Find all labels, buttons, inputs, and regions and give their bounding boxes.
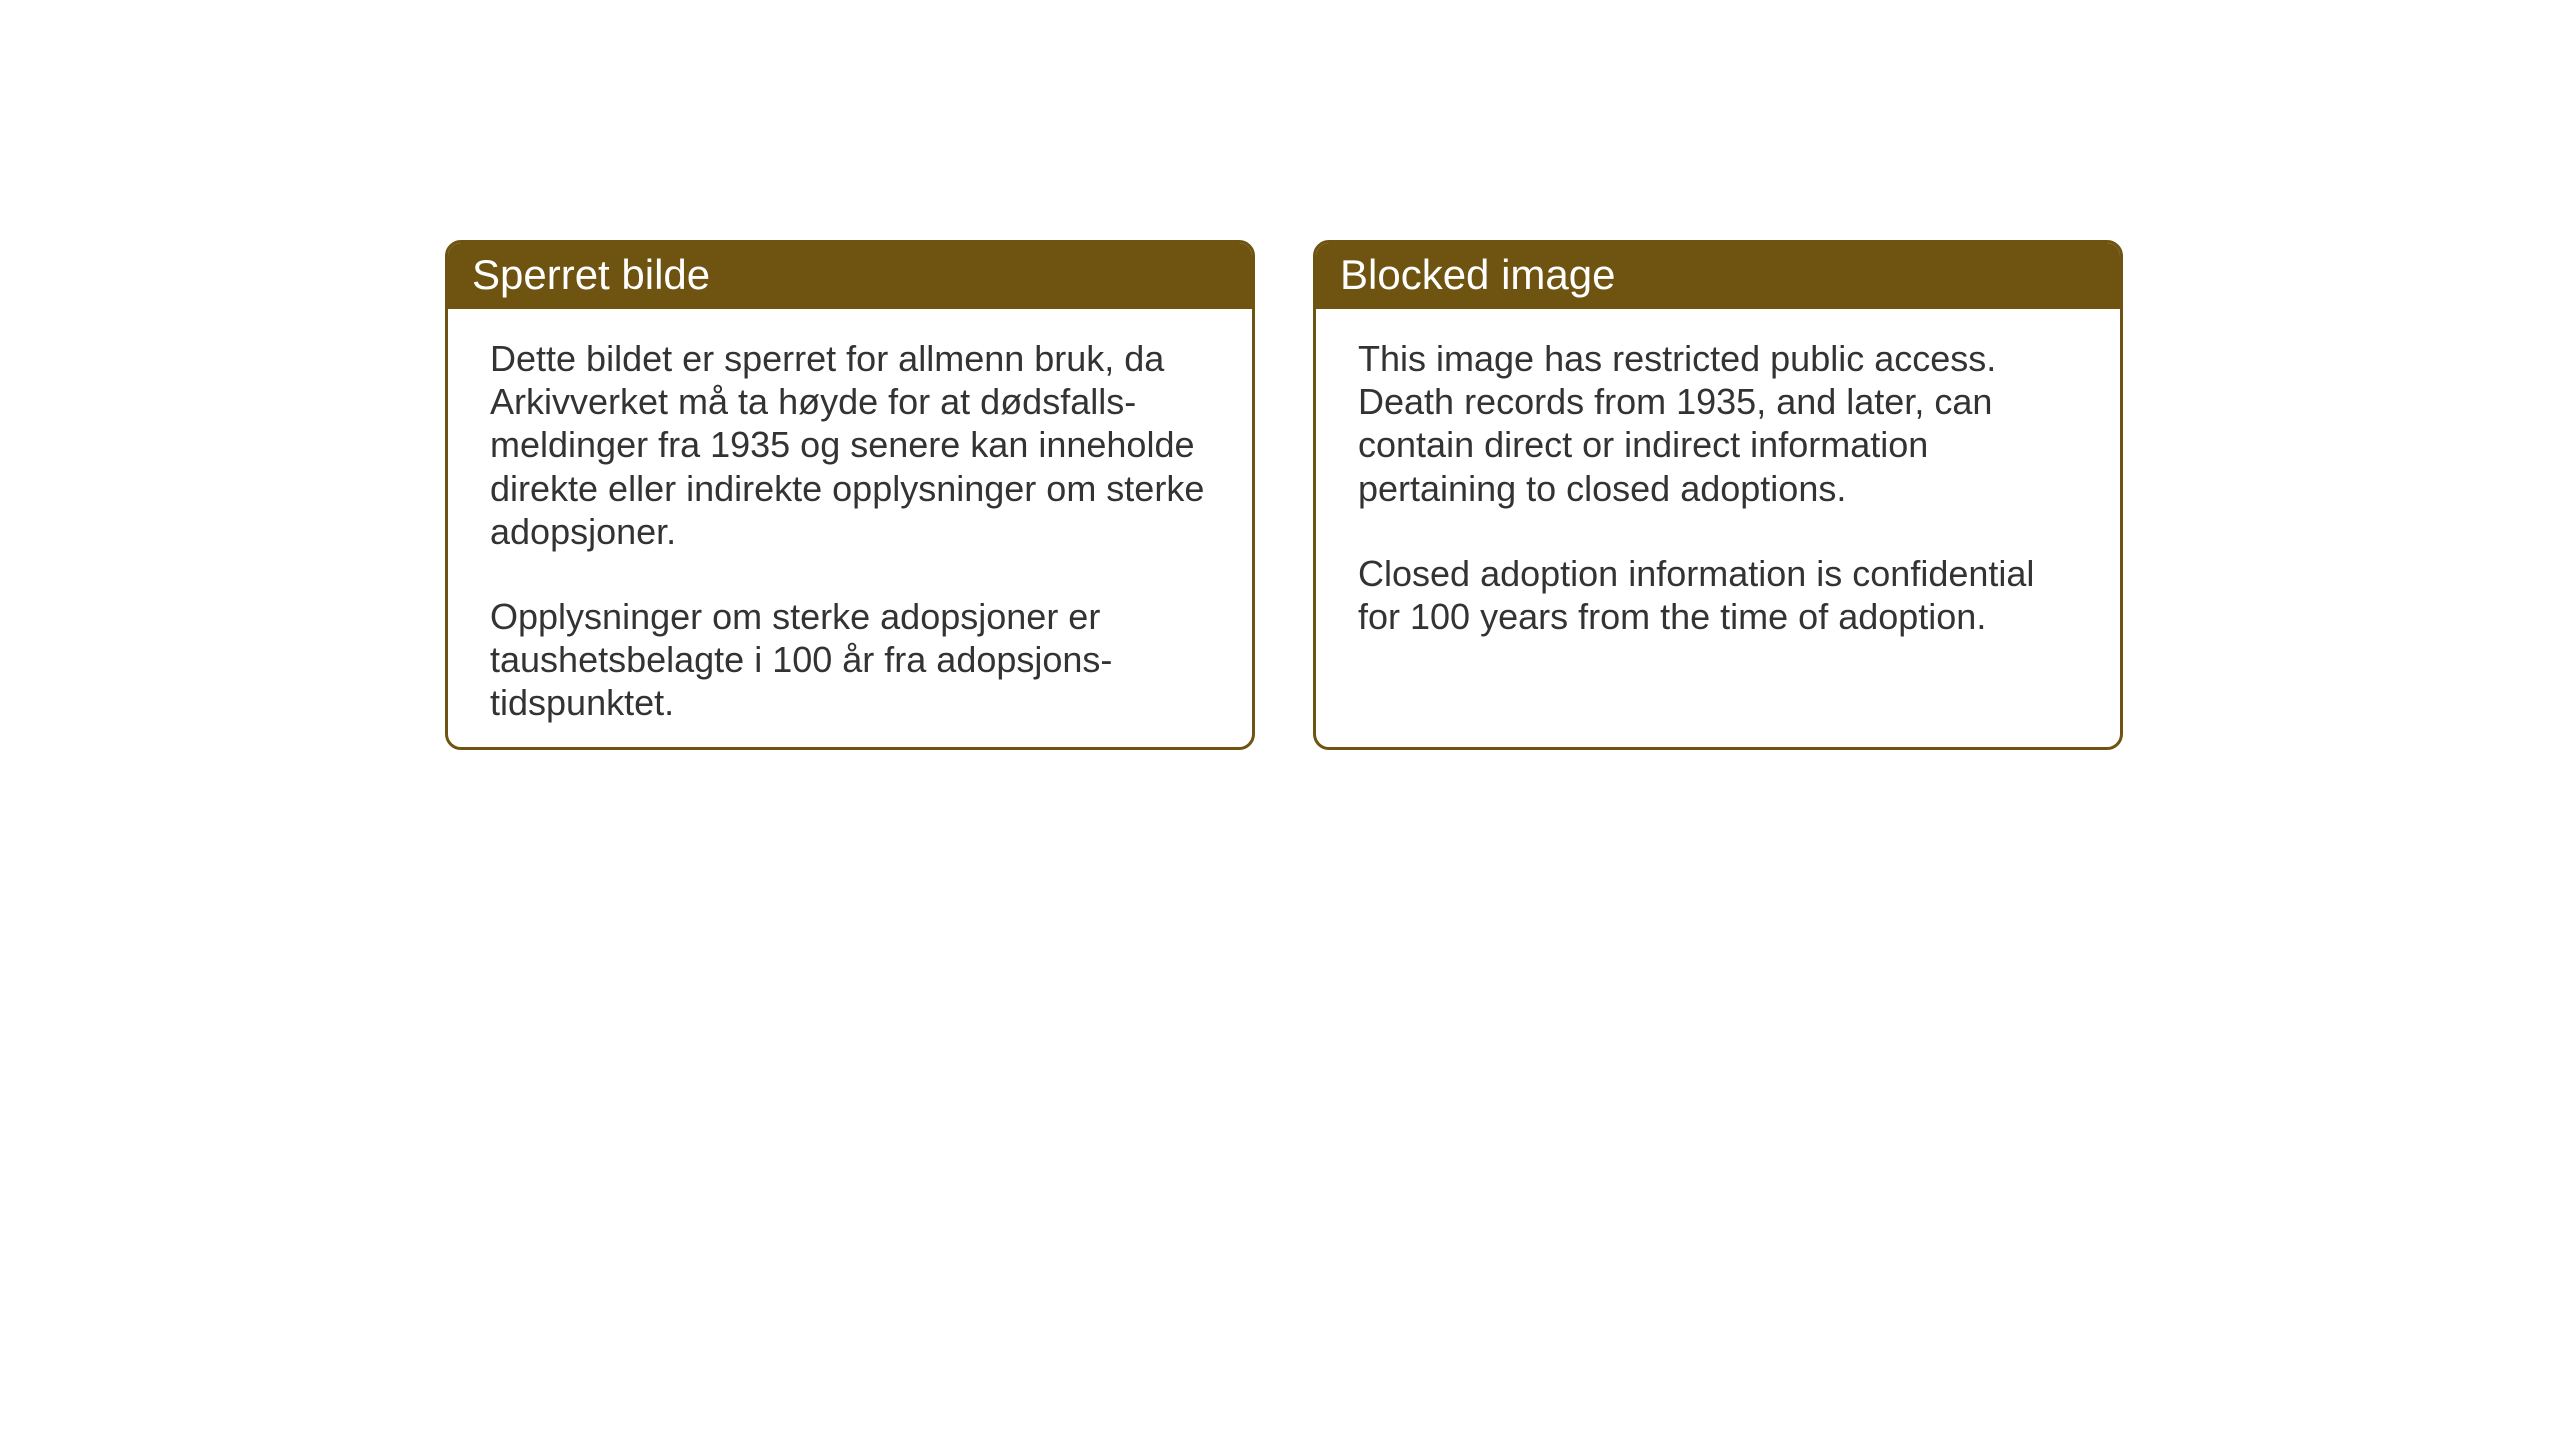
norwegian-card-body: Dette bildet er sperret for allmenn bruk… [448, 309, 1252, 750]
norwegian-card-title: Sperret bilde [448, 243, 1252, 309]
norwegian-notice-card: Sperret bilde Dette bildet er sperret fo… [445, 240, 1255, 750]
norwegian-paragraph-2: Opplysninger om sterke adopsjoner er tau… [490, 595, 1210, 725]
norwegian-paragraph-1: Dette bildet er sperret for allmenn bruk… [490, 337, 1210, 553]
english-paragraph-1: This image has restricted public access.… [1358, 337, 2078, 510]
notice-container: Sperret bilde Dette bildet er sperret fo… [445, 240, 2123, 750]
english-notice-card: Blocked image This image has restricted … [1313, 240, 2123, 750]
english-card-body: This image has restricted public access.… [1316, 309, 2120, 666]
english-paragraph-2: Closed adoption information is confident… [1358, 552, 2078, 638]
english-card-title: Blocked image [1316, 243, 2120, 309]
